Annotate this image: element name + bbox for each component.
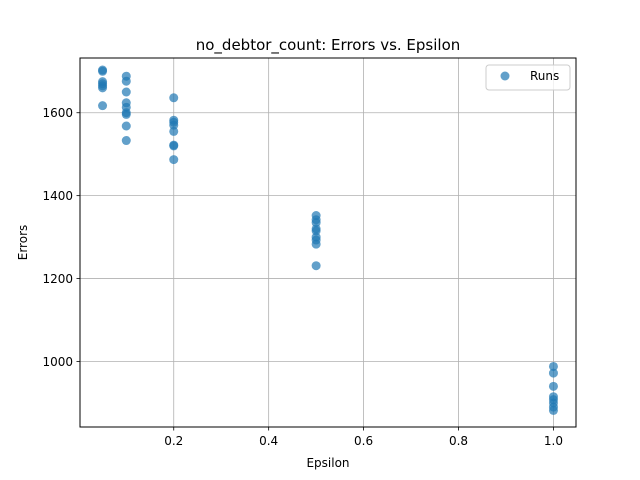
legend-box: [485, 64, 571, 91]
legend: Runs: [485, 64, 571, 91]
data-point: [98, 101, 108, 111]
data-point: [169, 126, 179, 136]
data-point: [169, 155, 179, 165]
y-axis-label: Errors: [16, 225, 30, 261]
data-point: [169, 93, 179, 103]
data-point: [311, 226, 321, 236]
data-point: [121, 109, 131, 119]
data-point: [121, 136, 131, 146]
data-point: [311, 218, 321, 228]
data-point: [311, 239, 321, 249]
data-point: [121, 87, 131, 97]
data-point: [98, 83, 108, 93]
data-point: [169, 141, 179, 151]
data-points: [98, 65, 558, 415]
x-tick-label: 1.0: [544, 434, 563, 448]
data-point: [548, 361, 558, 371]
legend-label: Runs: [530, 69, 559, 83]
x-tick-label: 0.4: [259, 434, 278, 448]
x-axis-label: Epsilon: [306, 456, 349, 470]
chart-title: no_debtor_count: Errors vs. Epsilon: [196, 36, 461, 55]
grid: [80, 58, 576, 427]
x-tick-label: 0.2: [164, 434, 183, 448]
data-point: [548, 368, 558, 378]
data-point: [121, 121, 131, 131]
y-tick-label: 1000: [42, 355, 73, 369]
plot-frame: [79, 57, 577, 428]
axis-ticks: 0.2 0.4 0.6 0.8 1.0 1000 1200 1400 1600: [42, 106, 563, 448]
x-tick-label: 0.8: [449, 434, 468, 448]
data-point: [121, 76, 131, 86]
x-tick-label: 0.6: [354, 434, 373, 448]
legend-marker: [500, 71, 510, 81]
y-tick-label: 1200: [42, 272, 73, 286]
data-point: [169, 120, 179, 130]
y-tick-label: 1600: [42, 106, 73, 120]
y-tick-label: 1400: [42, 189, 73, 203]
data-point: [548, 405, 558, 415]
data-point: [98, 66, 108, 76]
data-point: [548, 381, 558, 391]
data-point: [311, 261, 321, 271]
